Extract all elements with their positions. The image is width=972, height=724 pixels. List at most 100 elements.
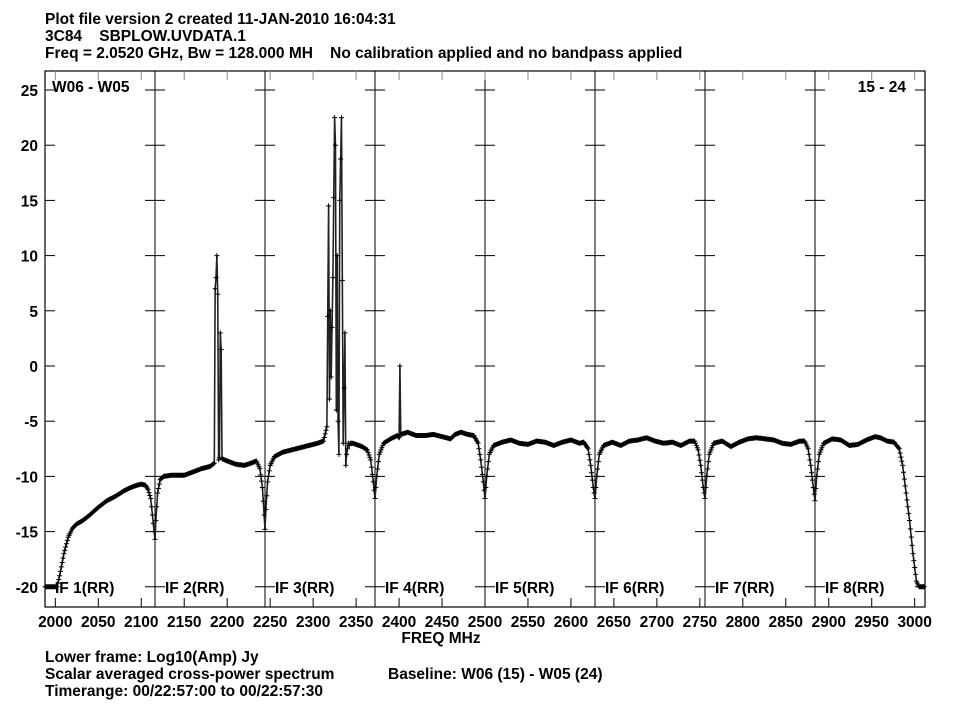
if-panel-3: IF 3(RR) bbox=[262, 115, 377, 597]
data-point-marker bbox=[585, 446, 591, 452]
data-point-marker bbox=[64, 537, 70, 543]
data-point-marker bbox=[55, 580, 61, 586]
data-point-marker bbox=[695, 447, 701, 453]
data-point-marker bbox=[331, 195, 337, 201]
y-tick-label: 0 bbox=[29, 359, 38, 376]
data-point-marker bbox=[155, 486, 161, 492]
data-point-marker bbox=[586, 451, 592, 457]
y-tick-label: 25 bbox=[21, 83, 39, 100]
data-point-marker bbox=[694, 445, 700, 451]
data-point-marker bbox=[480, 479, 486, 485]
data-point-marker bbox=[339, 277, 345, 283]
data-point-marker bbox=[57, 568, 63, 574]
x-tick-label: 2000 bbox=[38, 614, 72, 631]
data-point-marker bbox=[61, 551, 67, 557]
y-tick-label: -20 bbox=[16, 580, 38, 597]
data-point-marker bbox=[155, 490, 161, 496]
data-point-marker bbox=[341, 385, 347, 391]
data-point-marker bbox=[699, 477, 705, 483]
data-point-marker bbox=[216, 457, 222, 463]
data-point-marker bbox=[363, 446, 369, 452]
x-tick-label: 2150 bbox=[167, 614, 201, 631]
if-panel-5: IF 5(RR) bbox=[482, 437, 597, 597]
data-point-marker bbox=[320, 438, 326, 444]
data-point-marker bbox=[372, 495, 378, 501]
data-point-marker bbox=[901, 476, 907, 482]
data-point-marker bbox=[56, 576, 62, 582]
data-point-marker bbox=[589, 470, 595, 476]
data-point-marker bbox=[156, 481, 162, 487]
data-point-marker bbox=[326, 203, 332, 209]
data-point-marker bbox=[696, 452, 702, 458]
data-point-marker bbox=[703, 484, 709, 490]
data-point-marker bbox=[62, 547, 68, 553]
data-point-marker bbox=[259, 484, 265, 490]
data-point-marker bbox=[340, 440, 346, 446]
data-point-marker bbox=[702, 495, 708, 501]
data-point-marker bbox=[909, 542, 915, 548]
x-tick-label: 2700 bbox=[640, 614, 674, 631]
data-point-marker bbox=[693, 440, 699, 446]
spectrum-line bbox=[704, 436, 816, 501]
data-point-marker bbox=[705, 466, 711, 472]
data-point-marker bbox=[327, 308, 333, 314]
data-point-marker bbox=[818, 447, 824, 453]
data-point-marker bbox=[809, 477, 815, 483]
data-point-marker bbox=[396, 435, 402, 441]
data-point-marker bbox=[146, 490, 152, 496]
data-point-marker bbox=[899, 458, 905, 464]
data-point-marker bbox=[895, 445, 901, 451]
data-point-marker bbox=[805, 446, 811, 452]
data-point-marker bbox=[902, 483, 908, 489]
data-point-marker bbox=[265, 479, 271, 485]
data-point-marker bbox=[906, 511, 912, 517]
x-tick-label: 2450 bbox=[425, 614, 459, 631]
x-tick-label: 2350 bbox=[339, 614, 373, 631]
data-point-marker bbox=[152, 536, 158, 542]
x-tick-label: 3000 bbox=[897, 614, 931, 631]
data-point-marker bbox=[60, 555, 66, 561]
data-point-marker bbox=[329, 324, 335, 330]
x-tick-label: 2650 bbox=[597, 614, 631, 631]
x-tick-label: 2300 bbox=[296, 614, 330, 631]
if-label: IF 7(RR) bbox=[715, 580, 774, 597]
data-point-marker bbox=[479, 472, 485, 478]
data-point-marker bbox=[378, 447, 384, 453]
data-point-marker bbox=[377, 449, 383, 455]
data-point-marker bbox=[813, 486, 819, 492]
data-point-marker bbox=[328, 374, 334, 380]
data-point-marker bbox=[149, 512, 155, 518]
if-panel-8: IF 8(RR) bbox=[812, 434, 927, 597]
data-point-marker bbox=[369, 472, 375, 478]
baseline-corner-label: W06 - W05 bbox=[52, 79, 130, 96]
x-axis-label: FREQ MHz bbox=[401, 630, 480, 647]
data-point-marker bbox=[483, 484, 489, 490]
data-point-marker bbox=[374, 473, 380, 479]
if-label: IF 5(RR) bbox=[495, 580, 554, 597]
data-point-marker bbox=[365, 449, 371, 455]
data-point-marker bbox=[211, 460, 217, 466]
data-point-marker bbox=[375, 459, 381, 465]
data-point-marker bbox=[819, 445, 825, 451]
x-tick-label: 2900 bbox=[812, 614, 846, 631]
data-point-marker bbox=[59, 560, 65, 566]
if-label: IF 8(RR) bbox=[825, 580, 884, 597]
data-point-marker bbox=[806, 451, 812, 457]
x-tick-label: 2200 bbox=[210, 614, 244, 631]
data-point-marker bbox=[485, 459, 491, 465]
data-point-marker bbox=[896, 446, 902, 452]
data-point-marker bbox=[336, 451, 342, 457]
data-point-marker bbox=[810, 484, 816, 490]
footer-line-2a: Scalar averaged cross-power spectrum bbox=[45, 666, 334, 683]
data-point-marker bbox=[482, 495, 488, 501]
data-point-marker bbox=[595, 459, 601, 465]
data-point-marker bbox=[904, 497, 910, 503]
spectrum-line bbox=[154, 255, 266, 540]
data-point-marker bbox=[154, 504, 160, 510]
data-point-marker bbox=[478, 457, 484, 463]
data-point-marker bbox=[709, 445, 715, 451]
y-tick-label: 5 bbox=[29, 304, 38, 321]
x-tick-label: 2100 bbox=[124, 614, 158, 631]
data-point-marker bbox=[913, 571, 919, 577]
spectrum-line bbox=[594, 436, 706, 499]
